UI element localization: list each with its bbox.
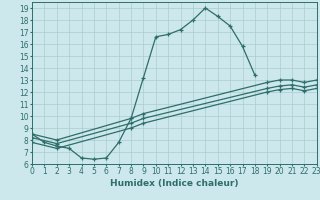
X-axis label: Humidex (Indice chaleur): Humidex (Indice chaleur) <box>110 179 239 188</box>
